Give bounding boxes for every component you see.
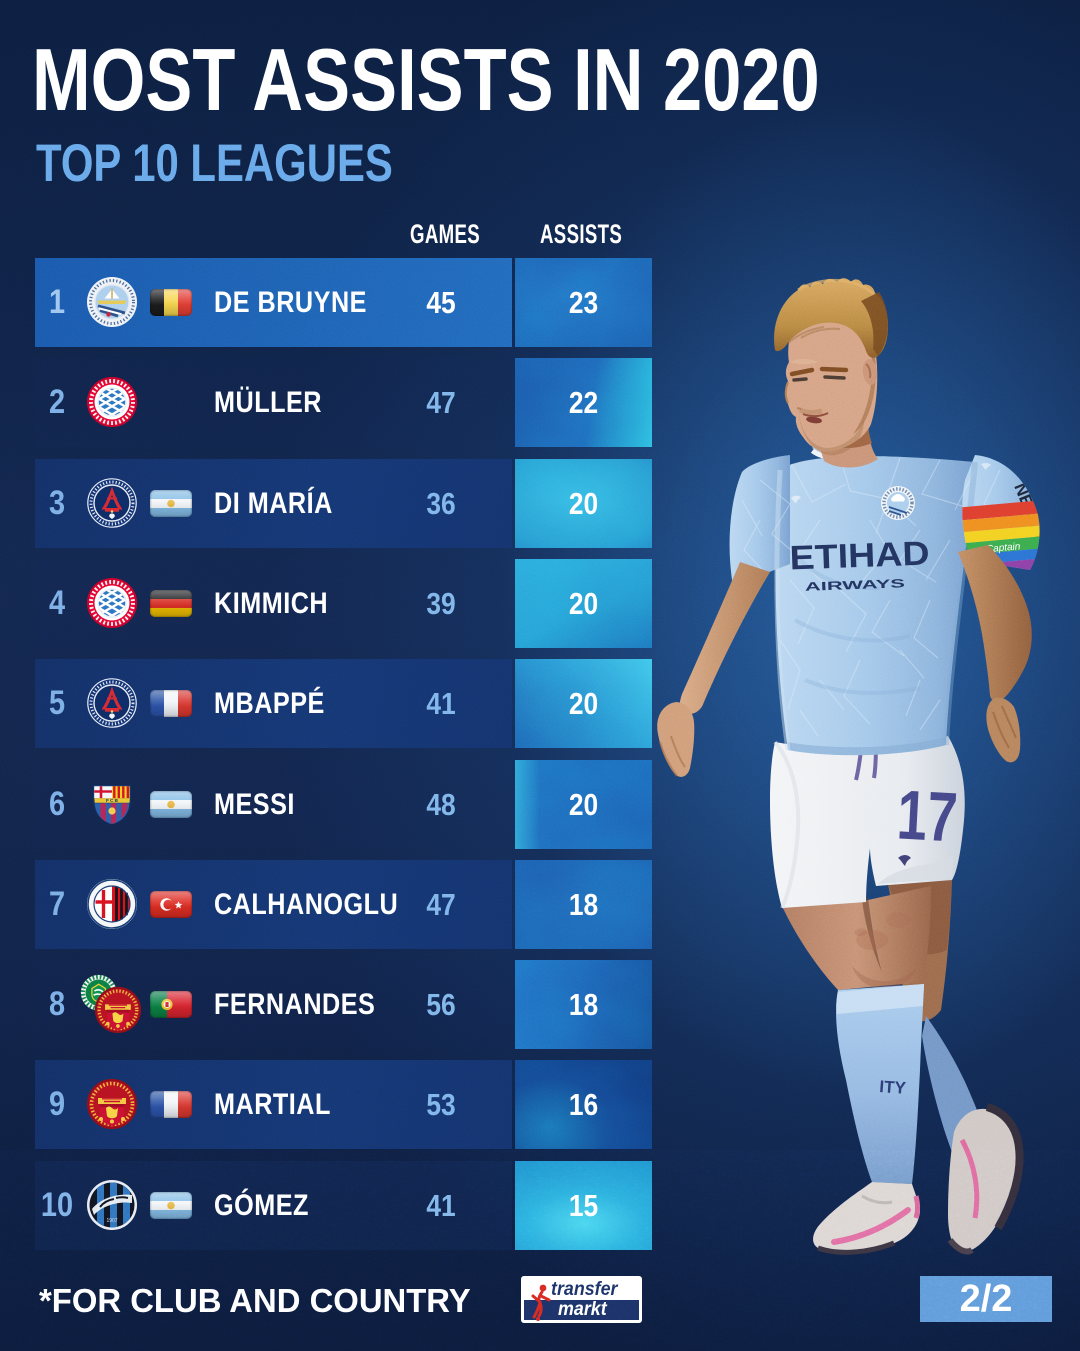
svg-text:F C B: F C B <box>106 798 119 803</box>
svg-text:1907: 1907 <box>106 1218 117 1224</box>
